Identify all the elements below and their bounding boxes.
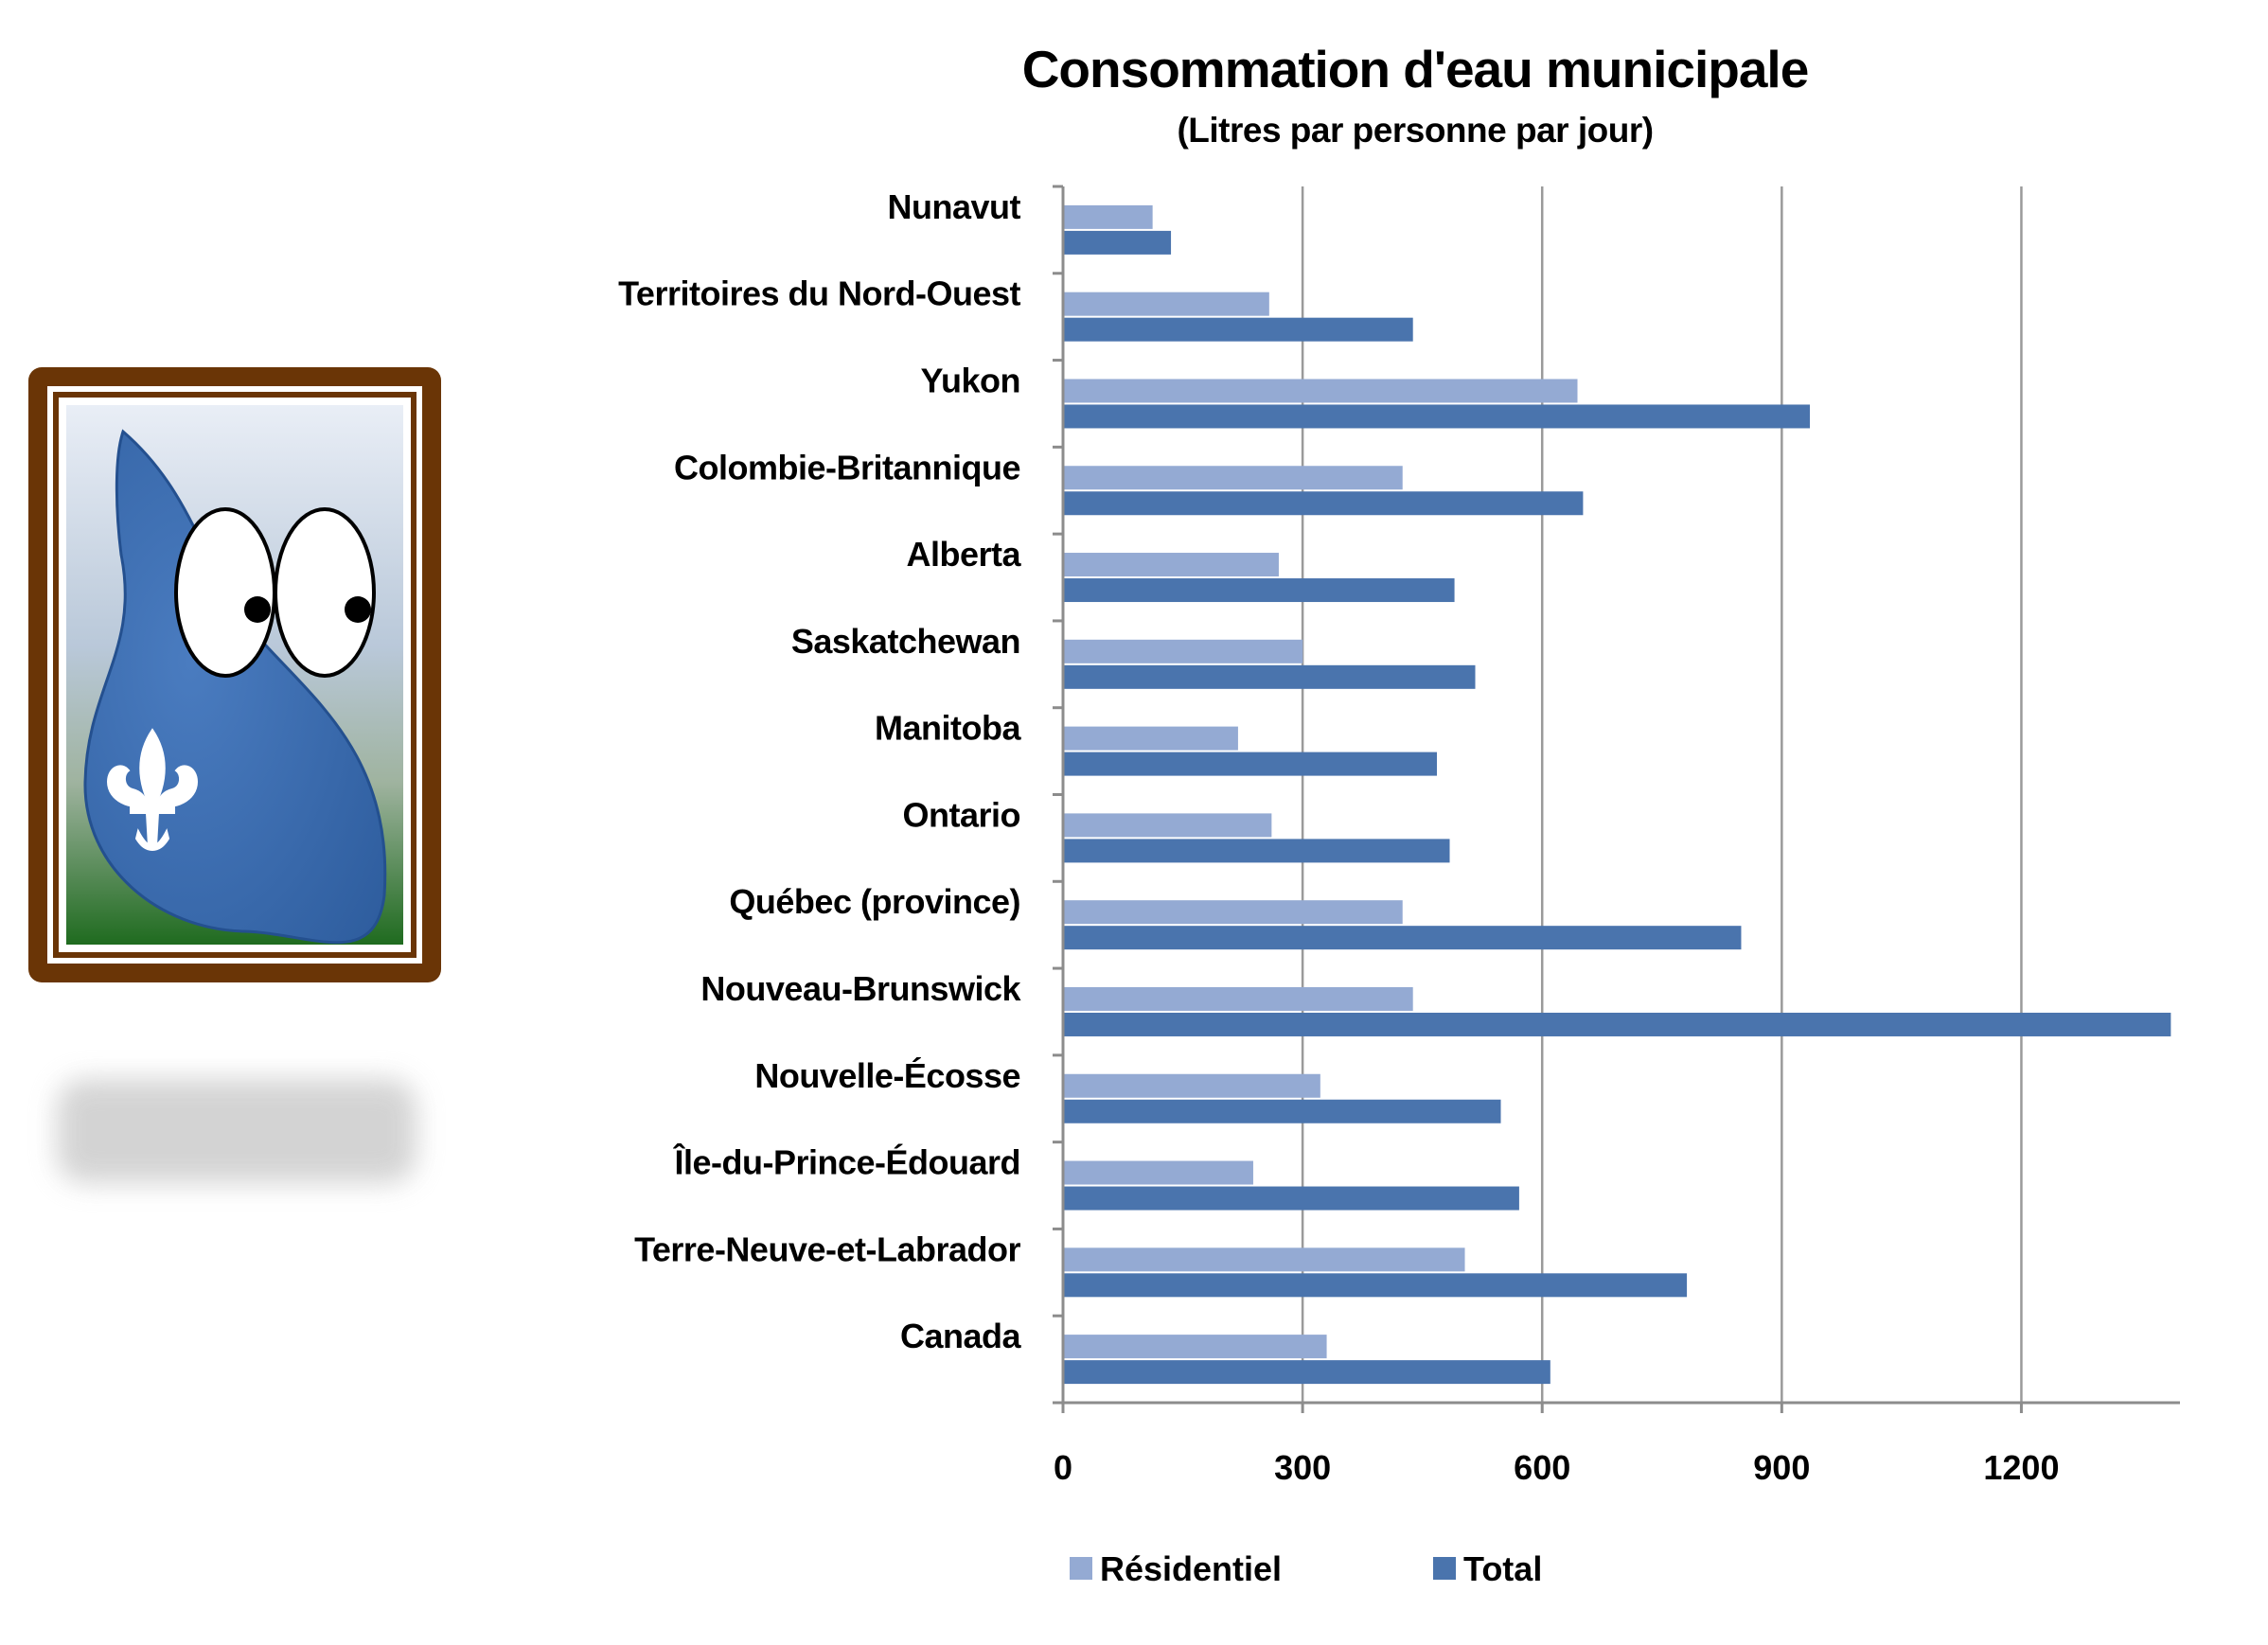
bar-residentiel-6 [1064,726,1238,751]
bar-residentiel-0 [1064,204,1153,229]
mascot-shadow [57,1079,416,1183]
bar-residentiel-12 [1064,1247,1465,1272]
bar-residentiel-1 [1064,292,1269,316]
legend: Résidentiel Total [1070,1549,1542,1588]
bar-total-11 [1064,1186,1519,1211]
category-label: Nouveau-Brunswick [700,969,1021,1008]
bar-total-8 [1064,926,1742,950]
bar-residentiel-4 [1064,553,1279,577]
category-label: Nunavut [888,187,1021,226]
category-label: Saskatchewan [791,622,1020,661]
bar-residentiel-13 [1064,1335,1327,1359]
bar-total-6 [1064,752,1438,776]
legend-label: Résidentiel [1100,1549,1282,1588]
legend-label: Total [1463,1549,1542,1588]
bar-residentiel-11 [1064,1160,1253,1185]
gridlines [1301,186,2023,1403]
bar-total-4 [1064,578,1455,603]
bar-total-9 [1064,1012,2171,1036]
bar-residentiel-2 [1064,379,1578,403]
category-label: Colombie-Britannique [674,448,1020,486]
bar-total-2 [1064,404,1811,429]
category-label: Alberta [906,535,1021,574]
category-label: Québec (province) [729,882,1020,921]
water-drop-mascot-icon [83,429,387,945]
x-tick-label: 300 [1274,1448,1331,1487]
bar-residentiel-10 [1064,1073,1320,1098]
bar-total-12 [1064,1273,1688,1298]
category-label: Yukon [920,361,1020,399]
bar-total-5 [1064,664,1476,689]
legend-swatch-1 [1433,1557,1456,1580]
bar-total-7 [1064,839,1450,863]
bar-residentiel-8 [1064,900,1403,925]
bar-total-1 [1064,317,1413,342]
x-tick-label: 600 [1514,1448,1570,1487]
category-label: Nouvelle-Écosse [754,1056,1020,1095]
category-label: Canada [900,1317,1022,1355]
category-label: Terre-Neuve-et-Labrador [634,1229,1020,1268]
category-label: Territoires du Nord-Ouest [618,274,1020,313]
chart-title: Consommation d'eau municipale [1022,40,1809,98]
axes [1053,185,2180,1413]
bar-total-13 [1064,1360,1550,1385]
x-tick-label: 0 [1054,1448,1072,1487]
x-tick-label: 1200 [1983,1448,2059,1487]
bar-residentiel-3 [1064,466,1403,490]
category-labels: Nunavut Territoires du Nord-Ouest Yukon Col… [618,187,1022,1355]
legend-swatch-0 [1070,1557,1092,1580]
category-label: Île-du-Prince-Édouard [672,1142,1020,1182]
category-label: Ontario [902,795,1020,834]
bar-total-10 [1064,1099,1501,1123]
fleur-de-lis-icon [106,728,199,852]
chart-subtitle: (Litres par personne par jour) [1177,111,1653,150]
category-label: Manitoba [875,709,1021,748]
x-tick-label: 900 [1753,1448,1810,1487]
bar-residentiel-7 [1064,813,1272,838]
bar-total-0 [1064,230,1172,255]
bars [1064,204,2171,1385]
bar-total-3 [1064,491,1584,516]
bar-residentiel-9 [1064,986,1413,1011]
bar-residentiel-5 [1064,639,1303,663]
tick-labels: 0 300 600 900 1200 [1054,1448,2060,1487]
mascot-picture-frame [28,367,441,982]
